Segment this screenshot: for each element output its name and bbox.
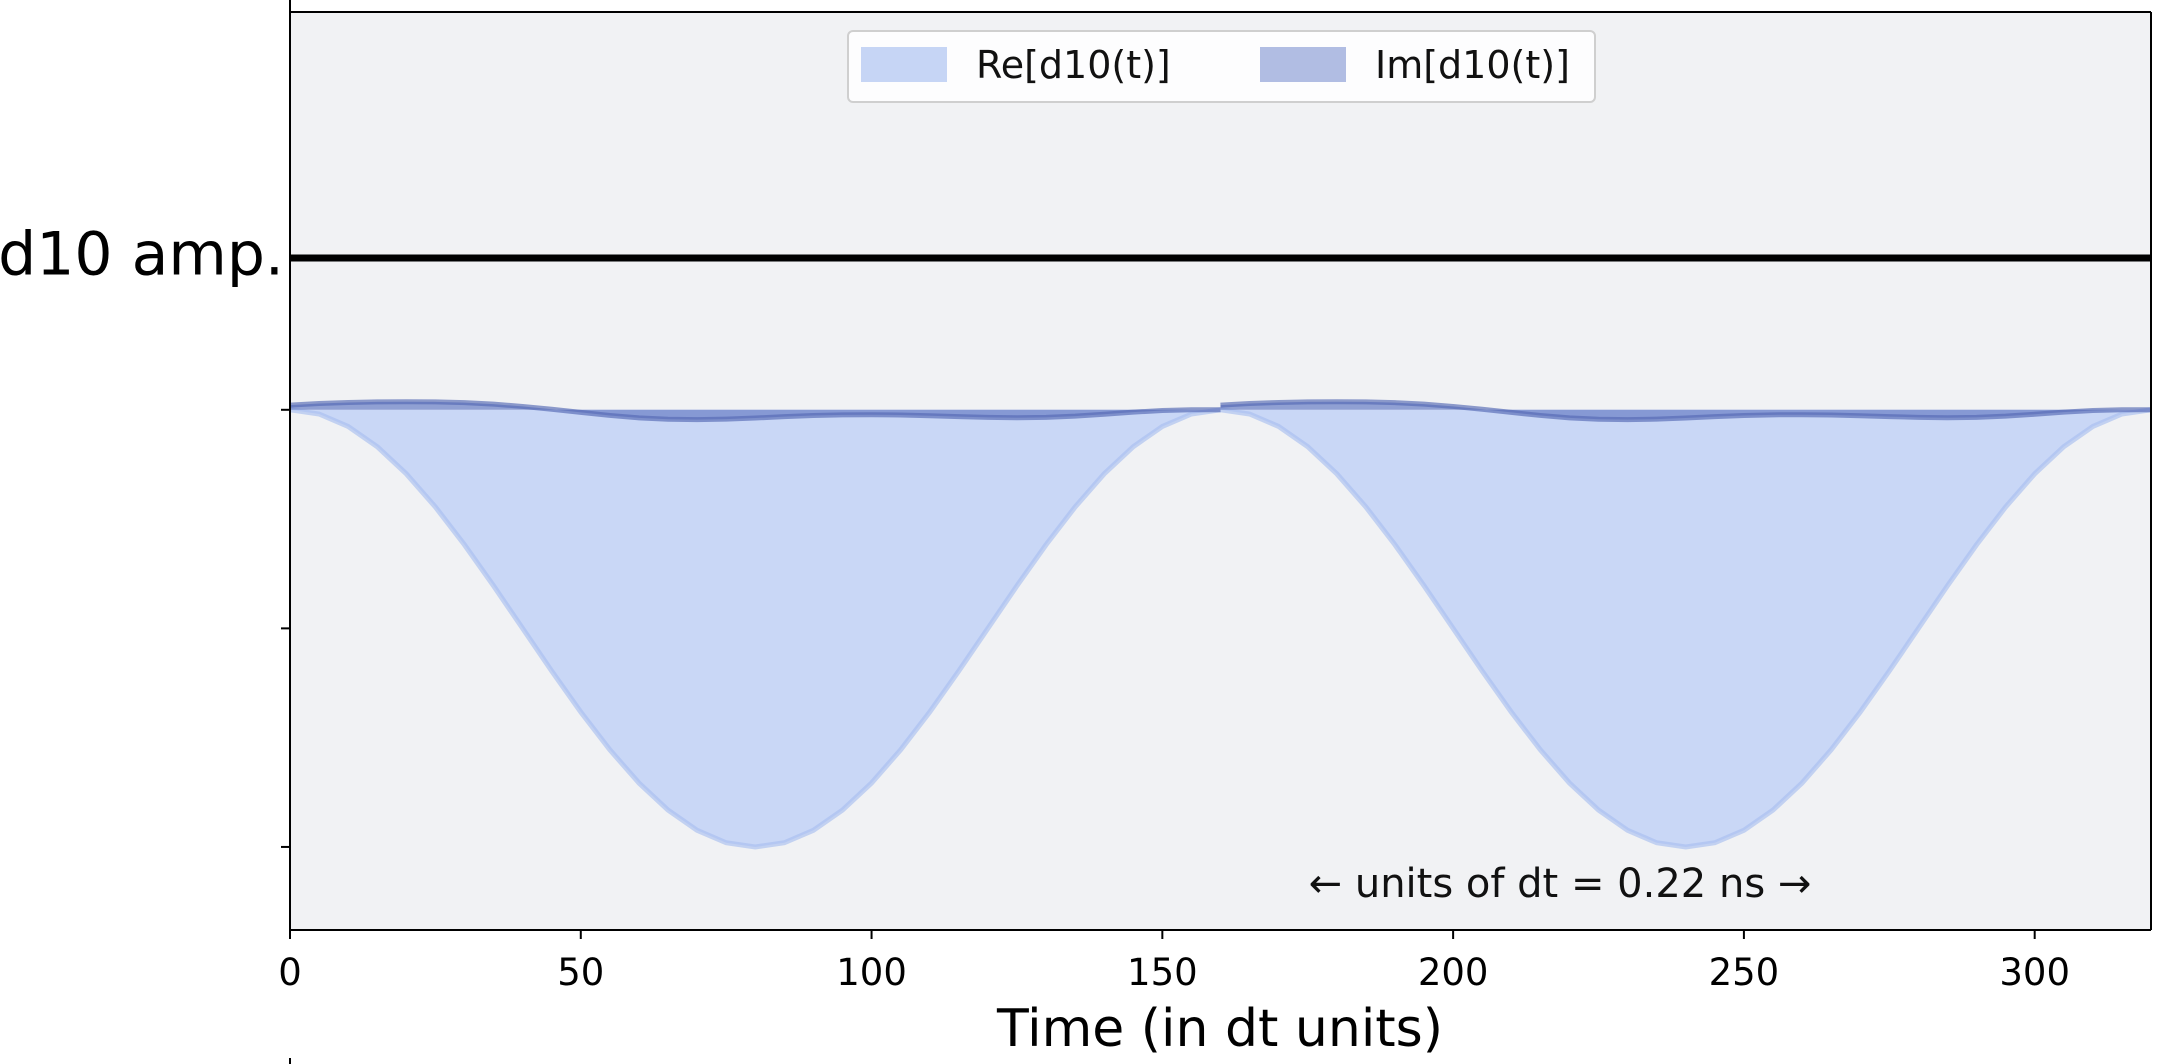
- legend-label-im: Im[d10(t)]: [1375, 43, 1570, 87]
- x-tick-label: 300: [1999, 951, 2070, 994]
- x-tick-label: 100: [836, 951, 907, 994]
- x-ticks: 0 50 100 150 200 250 300: [278, 930, 2070, 994]
- series-im-line-pulse-1: [289, 399, 1221, 423]
- legend-frame: [847, 30, 1596, 103]
- channel-label: d10 amp.: [0, 220, 284, 290]
- y-ticks: [281, 408, 290, 848]
- series-areas: [289, 399, 2152, 850]
- series-re-area-pulse-2: [1220, 409, 2151, 847]
- x-axis-title: Time (in dt units): [996, 999, 1443, 1059]
- series-re-line-pulse-1: [289, 407, 1221, 850]
- series-im-line-pulse-2: [1220, 399, 2151, 423]
- x-tick-label: 250: [1709, 951, 1780, 994]
- x-tick-label: 200: [1418, 951, 1489, 994]
- legend-swatch-im: [1260, 47, 1346, 82]
- series-re-area-pulse-1: [290, 409, 1221, 847]
- series-re-line-pulse-2: [1220, 407, 2152, 850]
- x-tick-label: 50: [557, 951, 604, 994]
- x-tick-label: 0: [278, 951, 302, 994]
- x-tick-label: 150: [1127, 951, 1198, 994]
- legend-label-re: Re[d10(t)]: [976, 43, 1171, 87]
- legend-swatch-re: [861, 47, 947, 82]
- dt-units-note: ← units of dt = 0.22 ns →: [1309, 861, 1812, 907]
- legend: Re[d10(t)] Im[d10(t)]: [847, 30, 1596, 103]
